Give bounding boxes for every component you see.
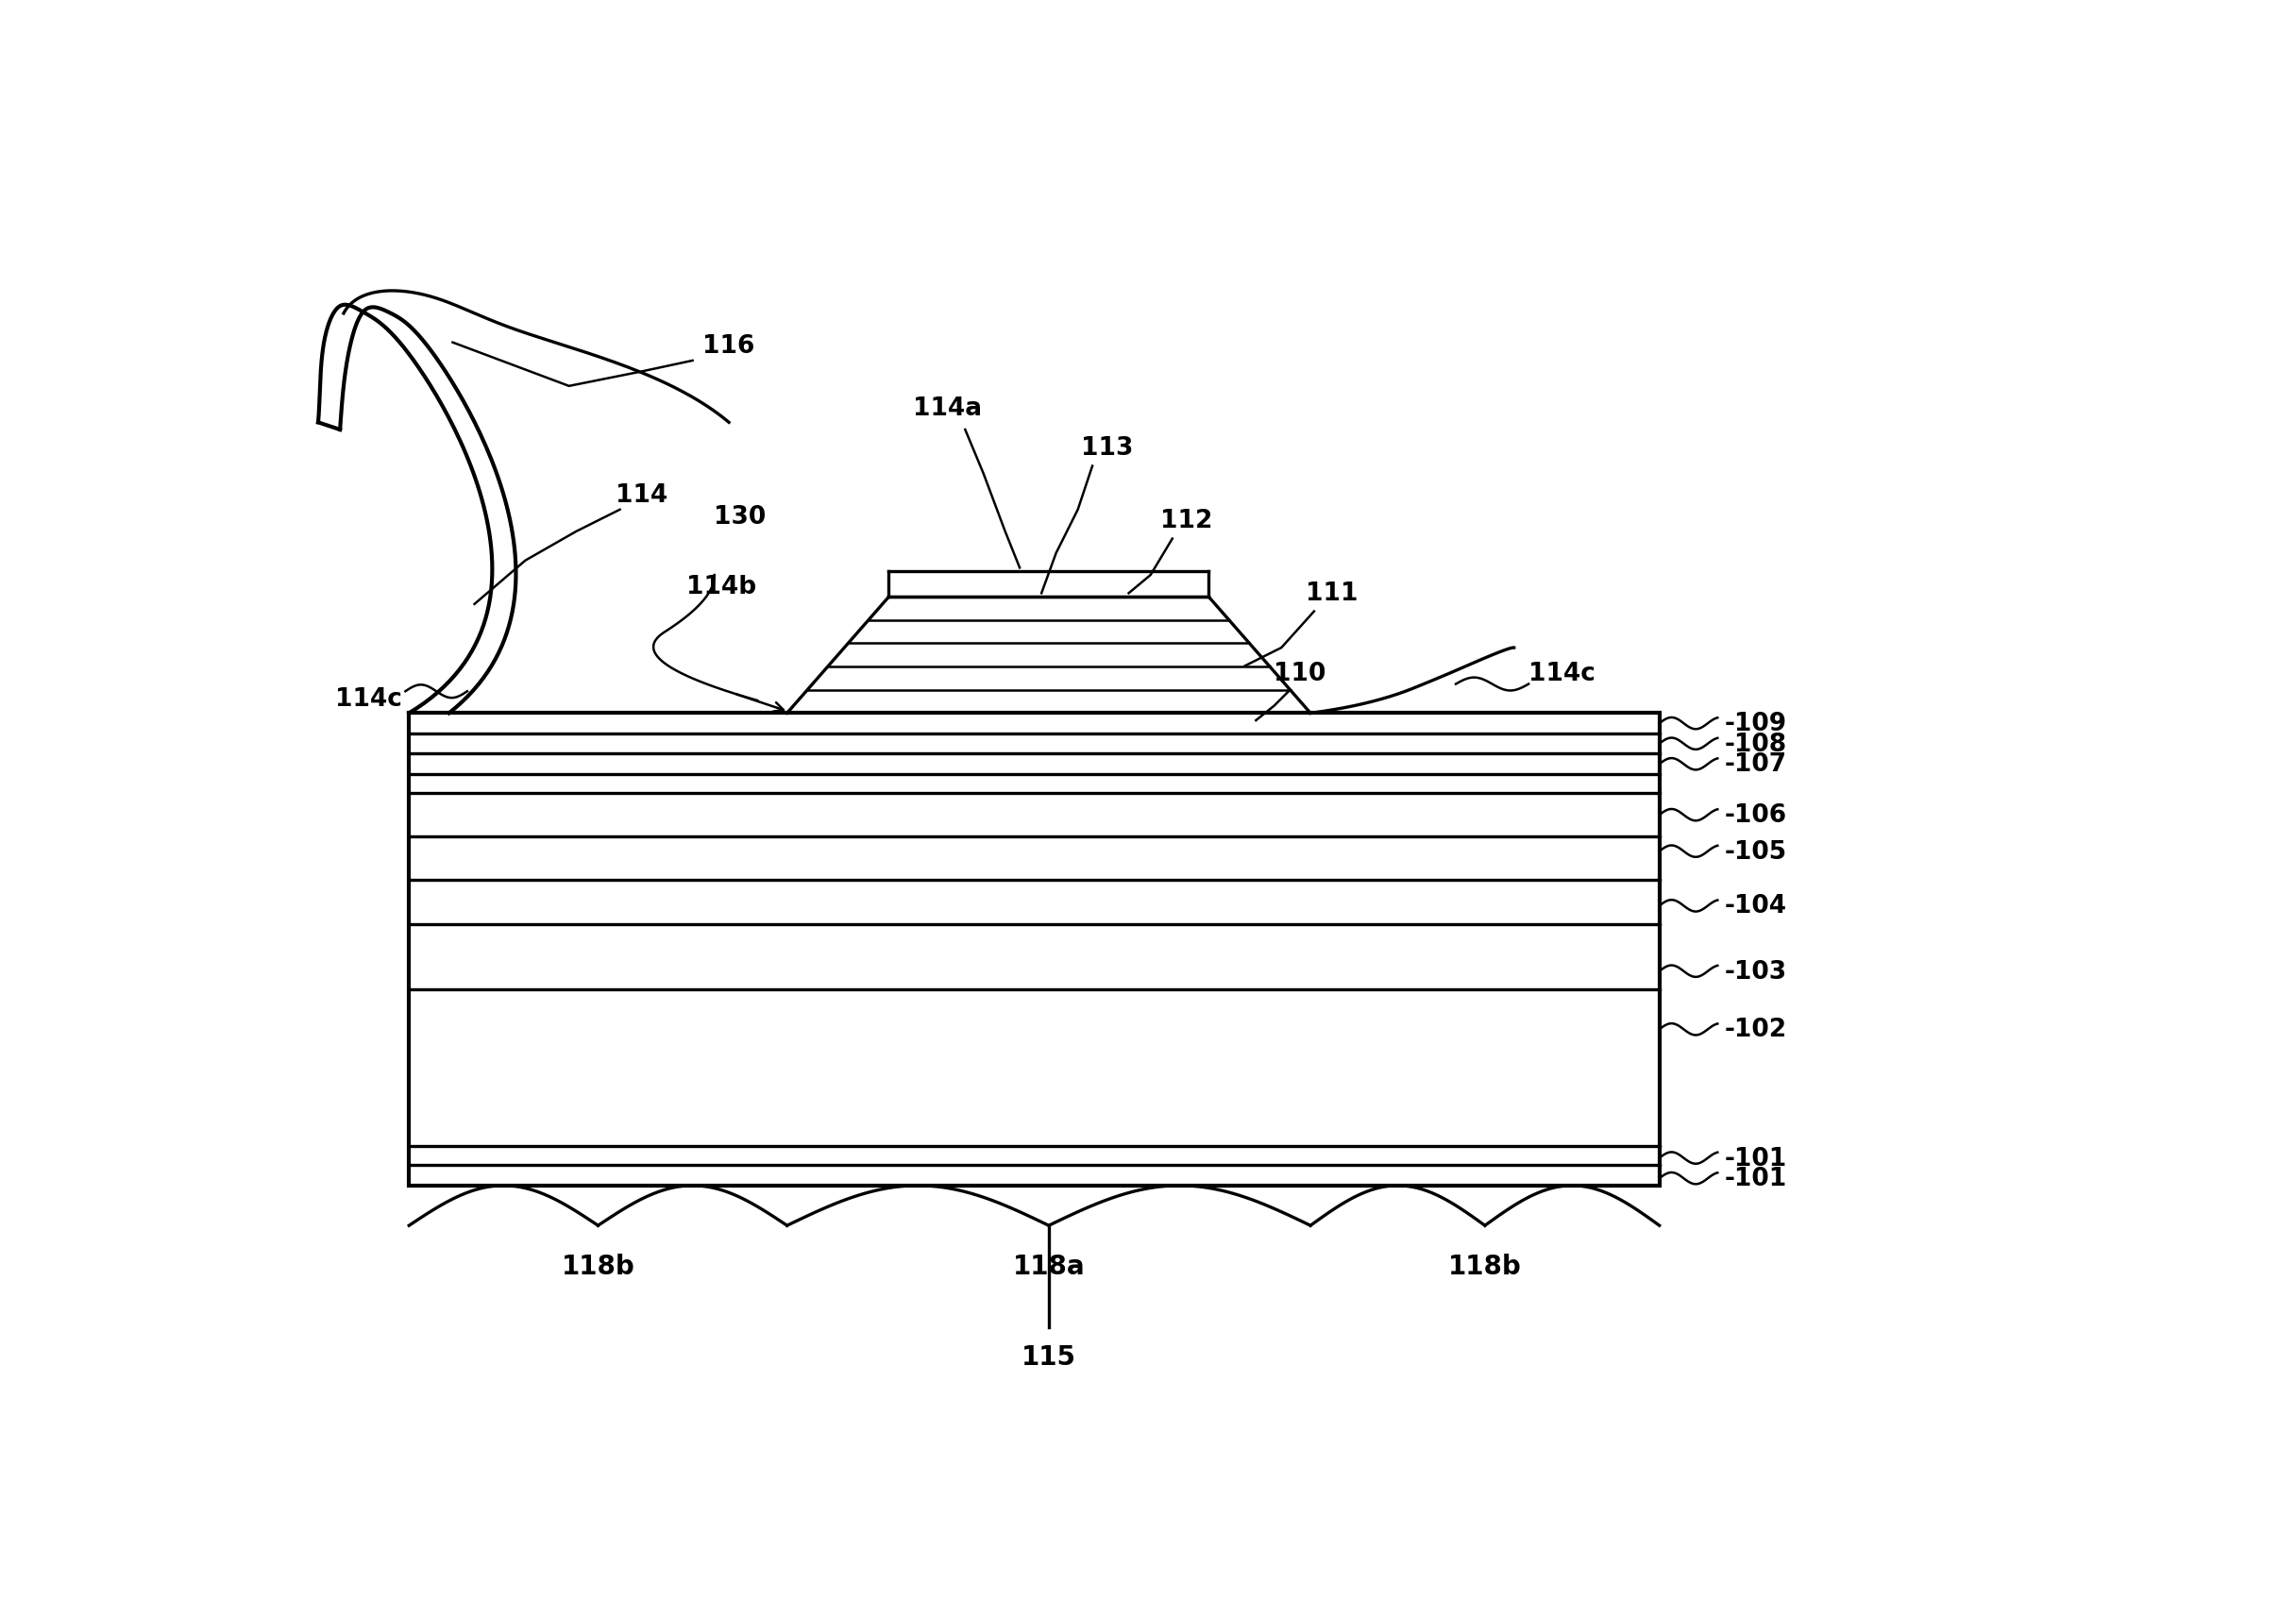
Text: -107: -107 [1724, 752, 1786, 777]
Text: 116: 116 [703, 335, 755, 359]
Text: -109: -109 [1724, 712, 1786, 736]
Text: 114c: 114c [335, 686, 402, 712]
Text: 112: 112 [1162, 508, 1212, 534]
Text: 110: 110 [1274, 662, 1325, 686]
Text: -101: -101 [1724, 1167, 1786, 1191]
Text: 113: 113 [1081, 437, 1132, 461]
Text: -108: -108 [1724, 731, 1786, 756]
Text: 111: 111 [1306, 581, 1359, 607]
Text: -102: -102 [1724, 1018, 1786, 1042]
Text: 114b: 114b [687, 574, 758, 599]
Text: 114: 114 [615, 484, 668, 508]
Bar [409, 714, 1660, 1186]
Text: 118a: 118a [1013, 1252, 1086, 1278]
Text: 130: 130 [714, 505, 767, 529]
Text: 118b: 118b [1449, 1252, 1522, 1278]
Text: -104: -104 [1724, 893, 1786, 919]
Text: 114c: 114c [1529, 662, 1596, 686]
Text: -101: -101 [1724, 1146, 1786, 1170]
Text: 114a: 114a [912, 396, 980, 421]
Text: 118b: 118b [560, 1252, 634, 1278]
Text: 115: 115 [1022, 1343, 1077, 1370]
Text: -103: -103 [1724, 959, 1786, 984]
Text: -106: -106 [1724, 803, 1786, 827]
Text: -105: -105 [1724, 840, 1786, 864]
